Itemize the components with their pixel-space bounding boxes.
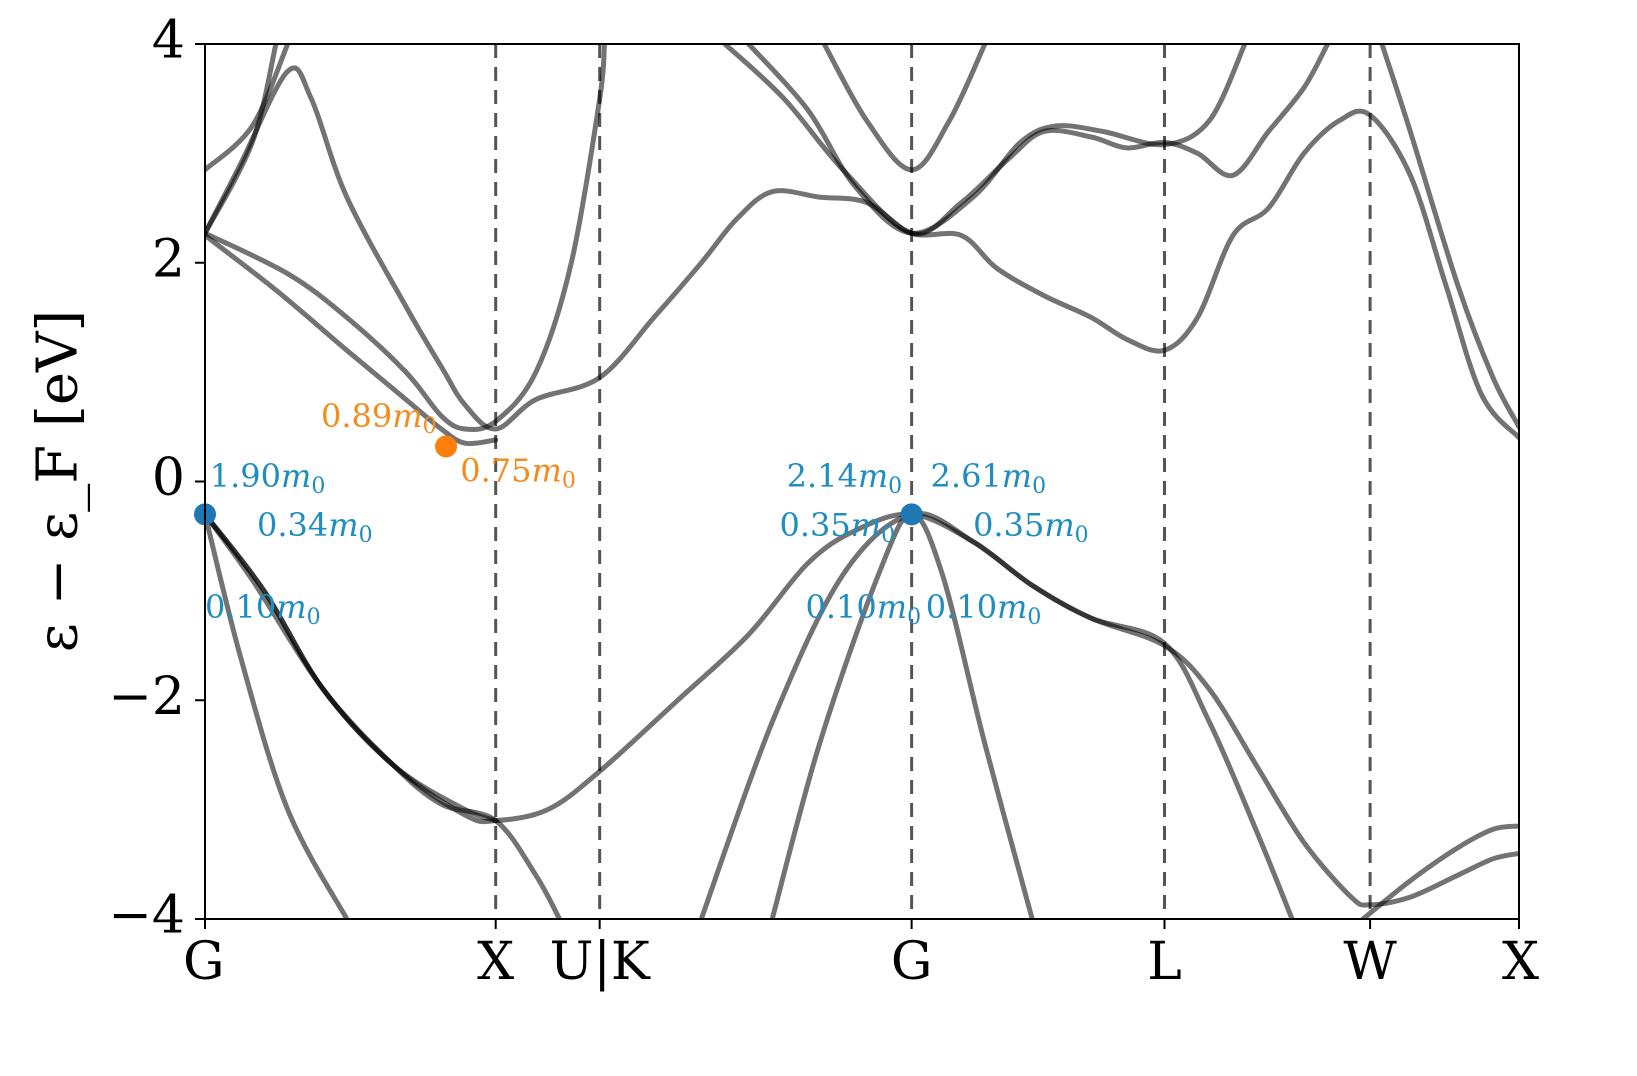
high-symmetry-lines bbox=[494, 44, 1372, 919]
mass-annotation-6: 2.61m0 bbox=[931, 457, 1047, 499]
x-tick-label-5: W bbox=[1343, 932, 1397, 992]
x-tick-label-2: U|K bbox=[550, 932, 651, 992]
y-tick-label-4: −4 bbox=[108, 886, 185, 946]
effective-mass-annotations: 1.90m0 0.34m0 0.10m0 0.89m0 0.75m0 2.14m0 2.61… bbox=[205, 397, 1089, 630]
x-tick-label-6: X bbox=[1502, 932, 1539, 992]
bands bbox=[205, 44, 1519, 919]
band-15 bbox=[1379, 44, 1519, 430]
marker-2 bbox=[900, 503, 923, 526]
mass-annotation-10: 0.10m0 bbox=[926, 588, 1042, 630]
mass-annotation-7: 0.35m0 bbox=[779, 506, 895, 548]
band-7 bbox=[205, 232, 499, 447]
y-tick-label-0: 4 bbox=[152, 11, 185, 71]
band-2 bbox=[205, 511, 1519, 908]
band-1 bbox=[205, 511, 350, 919]
band-13 bbox=[746, 44, 1248, 236]
mass-annotation-1: 0.34m0 bbox=[257, 506, 373, 548]
x-tick-label-4: L bbox=[1147, 932, 1182, 992]
x-tick-label-3: G bbox=[891, 932, 933, 992]
y-tick-label-3: −2 bbox=[108, 667, 185, 727]
mass-annotation-9: 0.10m0 bbox=[805, 588, 921, 630]
effective-mass-markers bbox=[194, 435, 923, 526]
mass-annotation-5: 2.14m0 bbox=[787, 457, 903, 499]
x-tick-label-0: G bbox=[183, 932, 225, 992]
x-axis-ticks: G X U|K G L W X bbox=[183, 919, 1539, 992]
mass-annotation-4: 0.75m0 bbox=[460, 452, 576, 494]
band-10 bbox=[205, 44, 291, 173]
band-6 bbox=[1360, 823, 1519, 919]
mass-annotation-2: 0.10m0 bbox=[205, 588, 321, 630]
band-14 bbox=[821, 44, 988, 173]
band-4 bbox=[698, 510, 1295, 919]
mass-annotation-0: 1.90m0 bbox=[210, 457, 326, 499]
band-9 bbox=[205, 65, 1519, 441]
y-axis-ticks: 4 2 0 −2 −4 bbox=[108, 11, 205, 946]
x-tick-label-1: X bbox=[477, 932, 514, 992]
band-3 bbox=[205, 511, 499, 824]
band-5 bbox=[769, 511, 1035, 919]
y-tick-label-1: 2 bbox=[152, 229, 185, 289]
y-axis-label: ε − ε_F [eV] bbox=[26, 310, 91, 652]
y-tick-label-2: 0 bbox=[152, 448, 185, 508]
band-8 bbox=[205, 44, 607, 433]
mass-annotation-3: 0.89m0 bbox=[321, 397, 437, 439]
mass-annotation-8: 0.35m0 bbox=[973, 506, 1089, 548]
band-11 bbox=[205, 44, 279, 236]
marker-1 bbox=[435, 435, 458, 458]
